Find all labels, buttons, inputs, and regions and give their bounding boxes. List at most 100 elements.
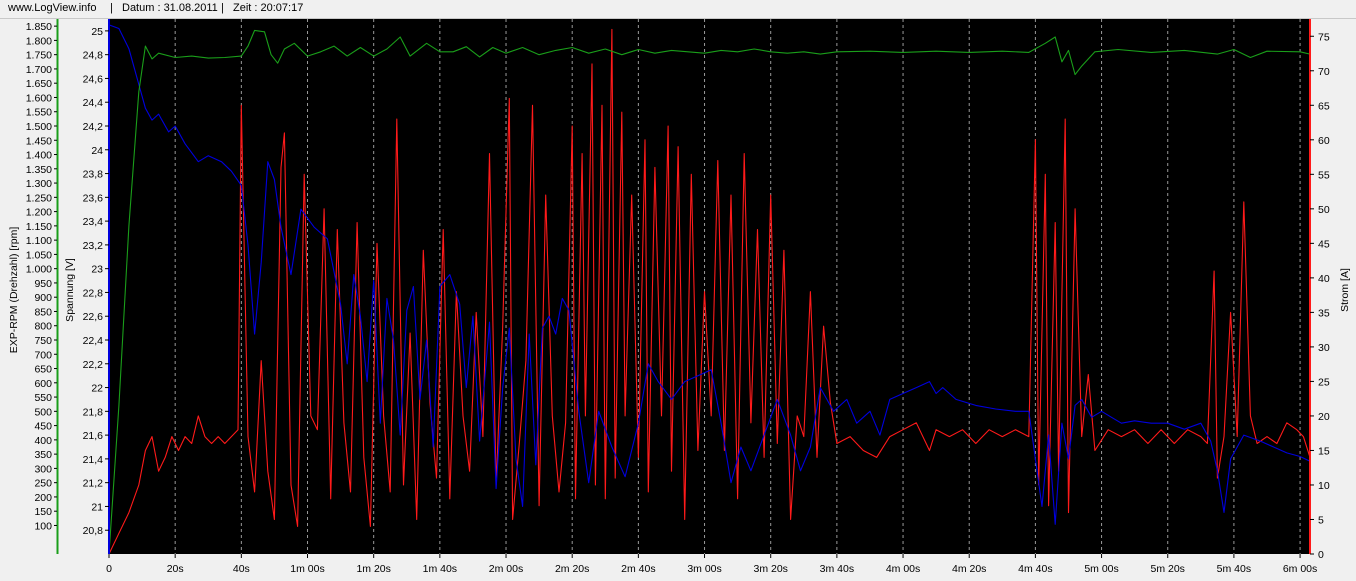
- rpm-tick-label: 100: [34, 520, 52, 532]
- rpm-tick-label: 1.050: [26, 249, 52, 261]
- current-tick-label: 10: [1318, 480, 1330, 492]
- voltage-series-line: [108, 24, 1311, 525]
- rpm-tick-label: 1.300: [26, 178, 52, 190]
- current-axis-title: Strom [A]: [1339, 268, 1351, 312]
- voltage-tick-label: 23,2: [83, 240, 104, 252]
- voltage-tick-label: 22,4: [83, 335, 104, 347]
- plot-area: [109, 19, 1310, 554]
- rpm-tick-label: 350: [34, 449, 52, 461]
- rpm-tick-label: 750: [34, 335, 52, 347]
- voltage-tick-label: 24,8: [83, 50, 104, 62]
- voltage-tick-label: 21: [91, 501, 103, 513]
- rpm-tick-label: 250: [34, 478, 52, 490]
- x-tick-label: 6m 00s: [1283, 563, 1317, 575]
- rpm-tick-label: 1.500: [26, 121, 52, 133]
- rpm-tick-label: 1.000: [26, 264, 52, 276]
- rpm-tick-label: 1.250: [26, 192, 52, 204]
- x-tick-label: 1m 00s: [290, 563, 324, 575]
- rpm-tick-label: 1.700: [26, 64, 52, 76]
- header-site: www.LogView.info: [8, 2, 97, 14]
- voltage-axis-title: Spannung [V]: [64, 258, 76, 322]
- voltage-tick-label: 25: [91, 26, 103, 38]
- rpm-tick-label: 1.100: [26, 235, 52, 247]
- rpm-series-line: [108, 29, 1311, 555]
- rpm-tick-label: 200: [34, 492, 52, 504]
- header-separator: |: [110, 2, 113, 14]
- current-tick-label: 45: [1318, 238, 1330, 250]
- current-tick-label: 0: [1318, 549, 1324, 561]
- voltage-tick-label: 22: [91, 383, 103, 395]
- x-tick-label: 1m 20s: [356, 563, 390, 575]
- voltage-tick-label: 22,2: [83, 359, 104, 371]
- voltage-tick-label: 24,4: [83, 97, 104, 109]
- current-tick-label: 75: [1318, 31, 1330, 43]
- rpm-tick-label: 1.650: [26, 78, 52, 90]
- voltage-tick-label: 22,8: [83, 287, 104, 299]
- header-time: Zeit : 20:07:17: [233, 2, 304, 14]
- rpm-tick-label: 1.450: [26, 135, 52, 147]
- voltage-tick-label: 23,8: [83, 169, 104, 181]
- rpm-tick-label: 1.200: [26, 207, 52, 219]
- rpm-tick-label: 700: [34, 349, 52, 361]
- rpm-tick-label: 400: [34, 435, 52, 447]
- x-tick-label: 4m 00s: [886, 563, 920, 575]
- rpm-tick-label: 650: [34, 364, 52, 376]
- x-tick-label: 5m 40s: [1217, 563, 1251, 575]
- voltage-tick-label: 21,4: [83, 454, 104, 466]
- current-tick-label: 15: [1318, 445, 1330, 457]
- current-tick-label: 35: [1318, 307, 1330, 319]
- voltage-tick-label: 20,8: [83, 525, 104, 537]
- x-tick-label: 4m 40s: [1018, 563, 1052, 575]
- x-tick-label: 5m 00s: [1084, 563, 1118, 575]
- x-tick-label: 3m 20s: [753, 563, 787, 575]
- x-tick-label: 3m 00s: [687, 563, 721, 575]
- x-tick-label: 5m 20s: [1151, 563, 1185, 575]
- x-tick-label: 0: [106, 563, 112, 575]
- voltage-tick-label: 24: [91, 145, 103, 157]
- x-tick-label: 4m 20s: [952, 563, 986, 575]
- rpm-tick-label: 1.600: [26, 92, 52, 104]
- rpm-tick-label: 150: [34, 506, 52, 518]
- voltage-tick-label: 23: [91, 264, 103, 276]
- voltage-tick-label: 23,4: [83, 216, 104, 228]
- rpm-tick-label: 1.750: [26, 50, 52, 62]
- current-tick-label: 30: [1318, 342, 1330, 354]
- current-tick-label: 5: [1318, 514, 1324, 526]
- current-tick-label: 25: [1318, 376, 1330, 388]
- rpm-tick-label: 850: [34, 306, 52, 318]
- current-tick-label: 40: [1318, 273, 1330, 285]
- header-separator: |: [221, 2, 224, 14]
- x-tick-label: 2m 40s: [621, 563, 655, 575]
- x-tick-label: 2m 20s: [555, 563, 589, 575]
- rpm-tick-label: 1.150: [26, 221, 52, 233]
- current-tick-label: 50: [1318, 204, 1330, 216]
- voltage-tick-label: 24,6: [83, 73, 104, 85]
- current-tick-label: 20: [1318, 411, 1330, 423]
- x-tick-label: 1m 40s: [423, 563, 457, 575]
- rpm-tick-label: 300: [34, 463, 52, 475]
- rpm-tick-label: 900: [34, 292, 52, 304]
- voltage-tick-label: 21,2: [83, 478, 104, 490]
- rpm-tick-label: 1.850: [26, 21, 52, 33]
- x-tick-label: 20s: [167, 563, 184, 575]
- current-tick-label: 65: [1318, 100, 1330, 112]
- log-header: www.LogView.info | Datum : 31.08.2011 | …: [0, 0, 1356, 19]
- rpm-tick-label: 500: [34, 406, 52, 418]
- rpm-tick-label: 1.550: [26, 107, 52, 119]
- rpm-tick-label: 950: [34, 278, 52, 290]
- voltage-tick-label: 23,6: [83, 192, 104, 204]
- current-tick-label: 70: [1318, 66, 1330, 78]
- rpm-tick-label: 1.800: [26, 35, 52, 47]
- rpm-tick-label: 600: [34, 378, 52, 390]
- current-series-line: [108, 28, 1311, 555]
- rpm-tick-label: 1.400: [26, 150, 52, 162]
- x-tick-label: 40s: [233, 563, 250, 575]
- x-tick-label: 2m 00s: [489, 563, 523, 575]
- current-tick-label: 55: [1318, 169, 1330, 181]
- voltage-tick-label: 21,6: [83, 430, 104, 442]
- rpm-tick-label: 1.350: [26, 164, 52, 176]
- rpm-tick-label: 550: [34, 392, 52, 404]
- rpm-axis-title: EXP-RPM (Drehzahl) [rpm]: [8, 227, 20, 354]
- header-date: Datum : 31.08.2011: [122, 2, 218, 14]
